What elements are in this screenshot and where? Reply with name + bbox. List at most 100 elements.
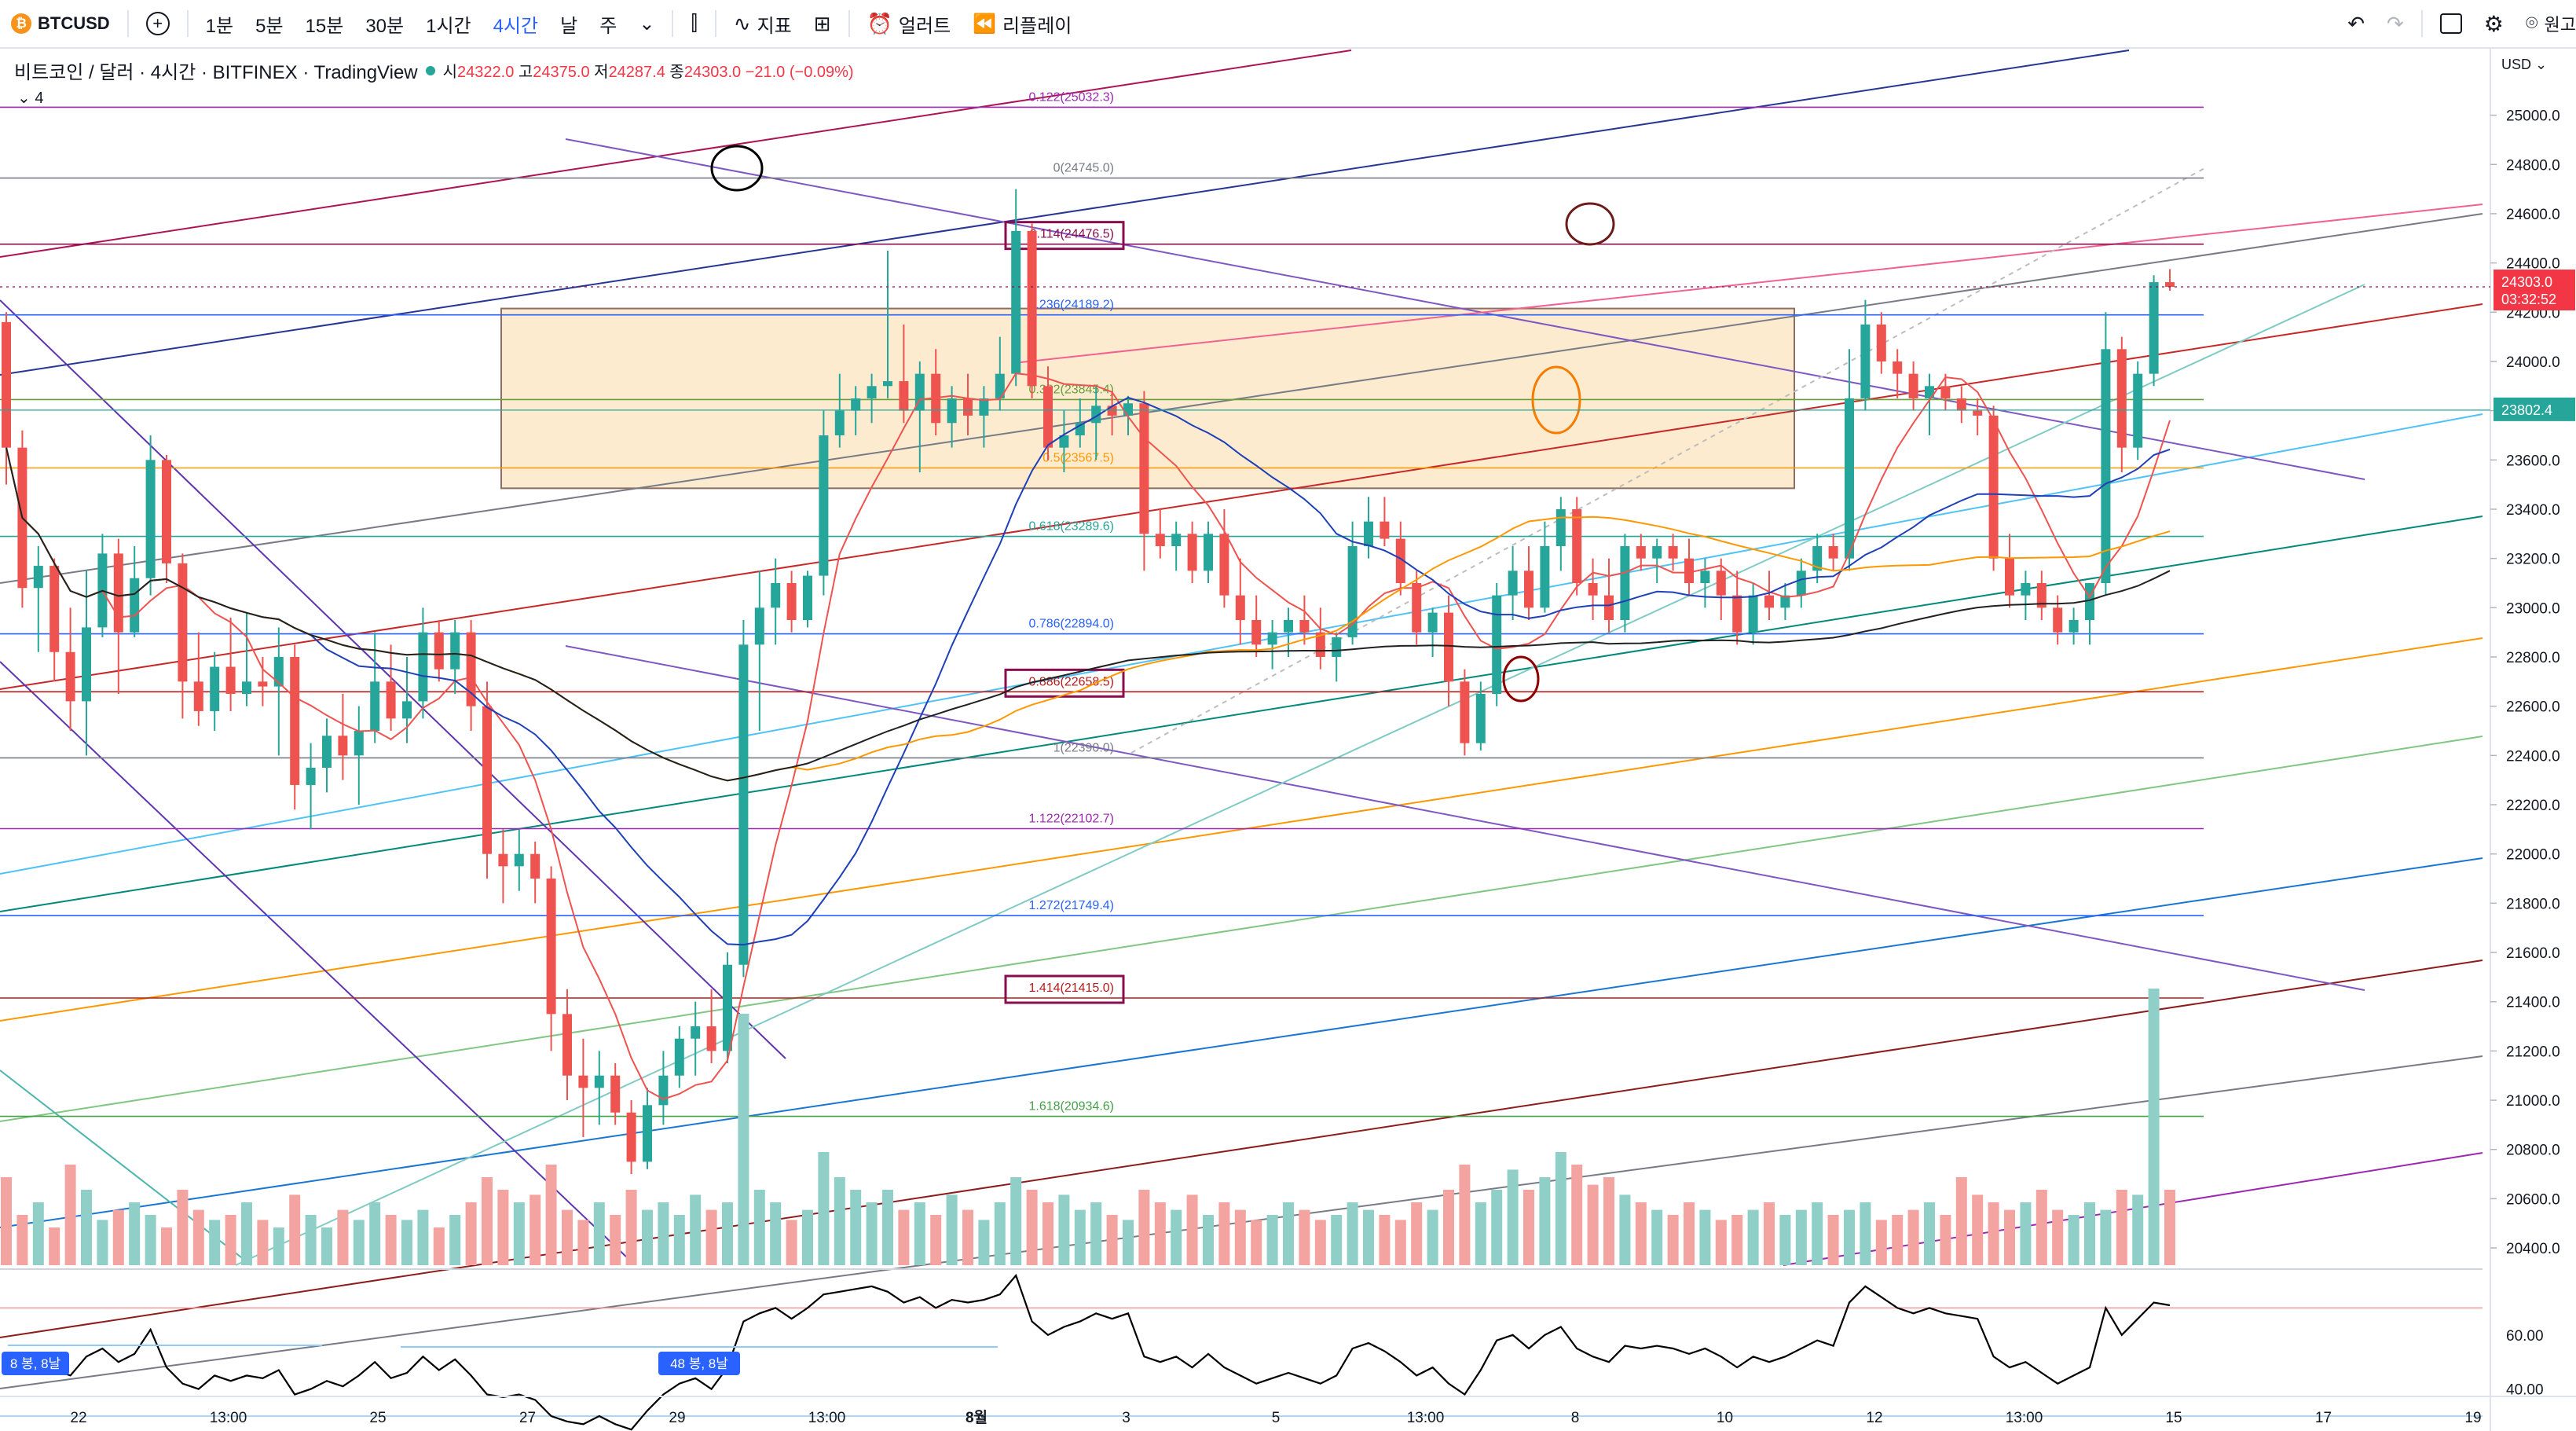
layout-button[interactable] xyxy=(2439,13,2462,34)
change-value: −21.0 (−0.09%) xyxy=(745,64,854,81)
chart-legend: 비트코인 / 달러 · 4시간 · BITFINEX · TradingView… xyxy=(14,57,854,84)
publish-button[interactable]: ⌾ 원고 xyxy=(2526,11,2576,36)
candle-body xyxy=(178,563,188,682)
volume-bar xyxy=(1491,1190,1503,1265)
candle-body xyxy=(1973,410,1983,416)
interval-1h[interactable]: 1시간 xyxy=(426,15,471,37)
candle-body xyxy=(883,381,892,387)
price-tick-label: 24000.0 xyxy=(2506,354,2560,371)
alert-button[interactable]: ⏰ 얼러트 xyxy=(867,10,951,38)
last-price-label: 24303.0 xyxy=(2501,274,2552,290)
candle-body xyxy=(1187,534,1197,571)
interval-day[interactable]: 날 xyxy=(560,15,578,37)
volume-bar xyxy=(1427,1209,1438,1265)
indicators-toggle[interactable]: ⌄ 4 xyxy=(17,88,43,108)
volume-bars xyxy=(1,989,2175,1265)
trendline xyxy=(0,857,2483,1228)
undo-button[interactable]: ↶ xyxy=(2347,12,2365,36)
interval-4h[interactable]: 4시간 xyxy=(493,15,539,37)
moving-average-line xyxy=(5,372,2171,1100)
volume-bar xyxy=(1764,1202,1775,1265)
interval-15m[interactable]: 15분 xyxy=(305,15,344,37)
volume-bar xyxy=(1314,1220,1326,1265)
candle-body xyxy=(1620,545,1630,620)
interval-1m[interactable]: 1분 xyxy=(205,15,234,37)
candle-body xyxy=(610,1075,621,1113)
volume-bar xyxy=(994,1202,1006,1265)
volume-bar xyxy=(1026,1190,1038,1265)
redo-button[interactable]: ↷ xyxy=(2387,12,2404,36)
templates-button[interactable]: ⊞ xyxy=(814,12,831,36)
candle-body xyxy=(1700,571,1710,583)
volume-bar xyxy=(192,1209,204,1265)
price-tick-label: 21400.0 xyxy=(2506,995,2560,1011)
low-value: 24287.4 xyxy=(608,64,665,81)
volume-bar xyxy=(2116,1190,2127,1265)
volume-bar xyxy=(1827,1215,1839,1265)
candle-body xyxy=(1284,619,1293,633)
volume-bar xyxy=(1251,1220,1262,1265)
candle-body xyxy=(1475,694,1486,743)
compare-button[interactable]: + xyxy=(145,12,170,35)
candle-body xyxy=(2149,282,2159,374)
candle-body xyxy=(1748,595,1758,633)
volume-bar xyxy=(1587,1184,1599,1265)
symbol-search[interactable]: ₿ BTCUSD xyxy=(11,13,110,34)
trendline xyxy=(0,413,2483,875)
volume-bar xyxy=(353,1220,365,1265)
candle-body xyxy=(1684,558,1694,583)
volume-bar xyxy=(753,1190,765,1265)
fib-label-box xyxy=(1004,221,1125,251)
volume-bar xyxy=(545,1165,557,1265)
time-tick-label: 13:00 xyxy=(808,1410,846,1426)
camera-icon: ⌾ xyxy=(2525,11,2538,35)
candles xyxy=(2,189,2175,1175)
candle-body xyxy=(1764,595,1774,608)
chart-title[interactable]: 비트코인 / 달러 · 4시간 · BITFINEX · TradingView xyxy=(14,62,418,83)
volume-bar xyxy=(1892,1215,1904,1265)
candle-body xyxy=(354,731,364,756)
alert-label: 얼러트 xyxy=(898,15,951,37)
candle-body xyxy=(386,681,396,719)
candle-body xyxy=(1572,508,1582,583)
candle-body xyxy=(210,666,220,711)
volume-bar xyxy=(1907,1209,1919,1265)
rsi-pane: 8 봉, 8날 48 봉, 8날 xyxy=(0,1268,2483,1431)
indicators-button[interactable]: ∿ 지표 xyxy=(734,10,792,38)
interval-5m[interactable]: 5분 xyxy=(255,15,284,37)
candle-body xyxy=(1845,398,1854,559)
volume-bar xyxy=(2036,1190,2047,1265)
trendline xyxy=(0,736,2483,1122)
replay-button[interactable]: ⏪ 리플레이 xyxy=(973,10,1072,38)
price-chart[interactable]: 0.122(25032.3) 0(24745.0) 0.114(24476.5) 0.… xyxy=(0,49,2576,1431)
candle-body xyxy=(450,632,460,670)
volume-bar xyxy=(2148,989,2160,1265)
top-toolbar: ₿ BTCUSD + 1분 5분 15분 30분 1시간 4시간 날 주 ⌄ ⫿… xyxy=(0,0,2576,49)
time-tick-label: 25 xyxy=(369,1410,386,1426)
range-label: 48 봉, 8날 xyxy=(670,1356,728,1371)
time-tick-label: 19 xyxy=(2464,1410,2481,1426)
interval-dropdown[interactable]: ⌄ xyxy=(639,13,654,35)
fib-label: 0.886(22658.5) xyxy=(1028,675,1114,688)
candle-body xyxy=(273,657,284,687)
candle-body xyxy=(1588,582,1598,596)
volume-bar xyxy=(273,1227,284,1265)
price-tick-label: 22400.0 xyxy=(2506,748,2560,765)
rsi-tick-label: 60.00 xyxy=(2506,1328,2544,1345)
rewind-icon: ⏪ xyxy=(973,13,997,35)
marked-price-bg xyxy=(2494,397,2575,421)
settings-button[interactable]: ⚙ xyxy=(2484,11,2504,37)
volume-bar xyxy=(289,1194,301,1265)
candle-body xyxy=(851,398,861,411)
candle-body xyxy=(1267,632,1277,645)
ohlc-values: 시24322.0 고24375.0 저24287.4 종24303.0 −21.… xyxy=(443,59,854,82)
interval-30m[interactable]: 30분 xyxy=(365,15,405,37)
candle-body xyxy=(643,1105,652,1162)
volume-bar xyxy=(1411,1202,1423,1265)
volume-bar xyxy=(1539,1177,1551,1265)
interval-week[interactable]: 주 xyxy=(599,15,617,37)
undo-icon: ↶ xyxy=(2347,11,2365,35)
candle-body xyxy=(65,651,75,702)
volume-bar xyxy=(1443,1190,1454,1265)
chart-type-button[interactable]: ⫿ xyxy=(691,11,697,36)
